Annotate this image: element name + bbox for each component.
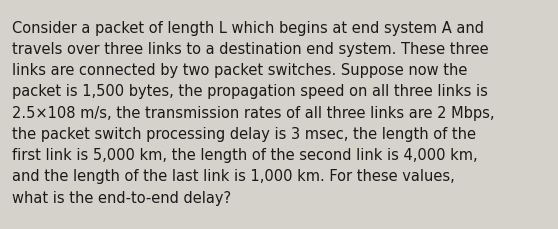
- Text: Consider a packet of length L which begins at end system A and
travels over thre: Consider a packet of length L which begi…: [12, 21, 495, 205]
